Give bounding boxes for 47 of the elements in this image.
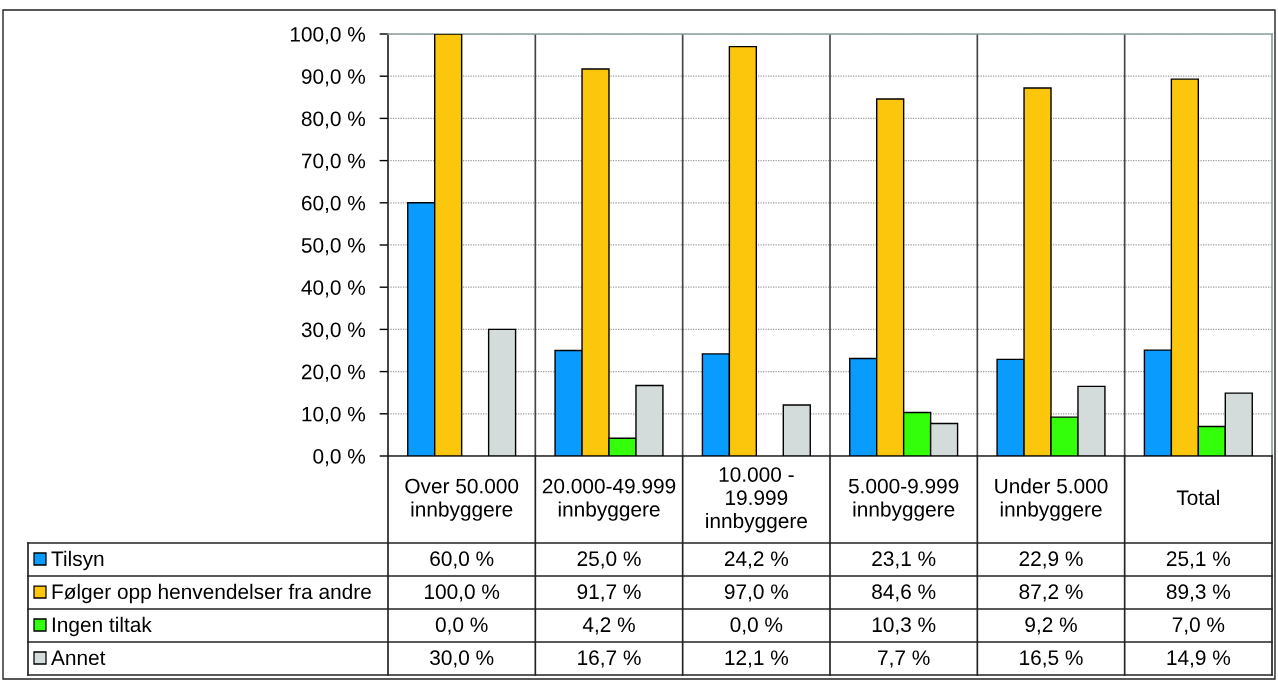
y-tick-label: 30,0 % — [301, 322, 366, 340]
data-label: 60,0 % — [430, 551, 494, 569]
legend-label: Annet — [51, 650, 106, 666]
data-label: 14,9 % — [1167, 650, 1231, 668]
y-tick-label: 20,0 % — [301, 364, 366, 382]
data-label: 91,7 % — [577, 584, 641, 602]
bar — [487, 328, 517, 456]
y-tick-label: 0,0 % — [313, 449, 366, 467]
data-label: 100,0 % — [425, 584, 500, 602]
y-tick-label: 70,0 % — [301, 153, 366, 171]
data-label: 25,1 % — [1166, 551, 1231, 569]
data-label: 7,0 % — [1172, 617, 1225, 635]
data-label: 10,3 % — [872, 617, 936, 635]
data-label: 89,3 % — [1166, 584, 1231, 602]
x-tick-label: Total — [1176, 489, 1219, 506]
x-tick-label: Over 50.000 innbyggere — [405, 478, 519, 521]
data-label: 24,2 % — [724, 551, 789, 569]
data-label: 7,7 % — [878, 650, 930, 668]
y-tick-label: 90,0 % — [301, 69, 366, 87]
data-label: 30,0 % — [430, 650, 494, 668]
legend-label: Ingen tiltak — [52, 616, 152, 637]
legend-label: Følger opp henvendelser fra andre — [52, 583, 371, 604]
data-label: 0,0 % — [730, 617, 783, 635]
data-label: 9,2 % — [1025, 617, 1077, 635]
y-tick-label: 100,0 % — [290, 27, 366, 45]
data-label: 0,0 % — [435, 617, 488, 635]
y-tick-label: 10,0 % — [302, 406, 366, 425]
data-label: 87,2 % — [1019, 584, 1083, 602]
y-tick-label: 40,0 % — [301, 280, 366, 298]
data-label: 23,1 % — [872, 551, 936, 569]
data-label: 16,7 % — [578, 650, 641, 668]
legend-label: Tilsyn — [51, 550, 104, 571]
data-label: 12,1 % — [725, 650, 789, 668]
x-tick-label: 20.000-49.999 innbyggere — [542, 478, 676, 521]
y-tick-label: 80,0 % — [301, 111, 366, 129]
data-label: 84,6 % — [872, 584, 936, 602]
x-tick-label: 10.000 - 19.999 innbyggere — [706, 467, 807, 533]
data-label: 97,0 % — [724, 584, 789, 602]
x-tick-label: 5.000-9.999 innbyggere — [848, 478, 959, 521]
data-label: 4,2 % — [582, 617, 635, 635]
data-label: 25,0 % — [577, 551, 641, 569]
x-tick-label: Under 5.000 innbyggere — [995, 478, 1108, 521]
y-tick-label: 60,0 % — [301, 195, 366, 214]
data-label: 16,5 % — [1020, 650, 1083, 668]
y-tick-label: 50,0 % — [301, 238, 366, 256]
data-label: 22,9 % — [1019, 551, 1083, 569]
bar — [782, 404, 811, 456]
